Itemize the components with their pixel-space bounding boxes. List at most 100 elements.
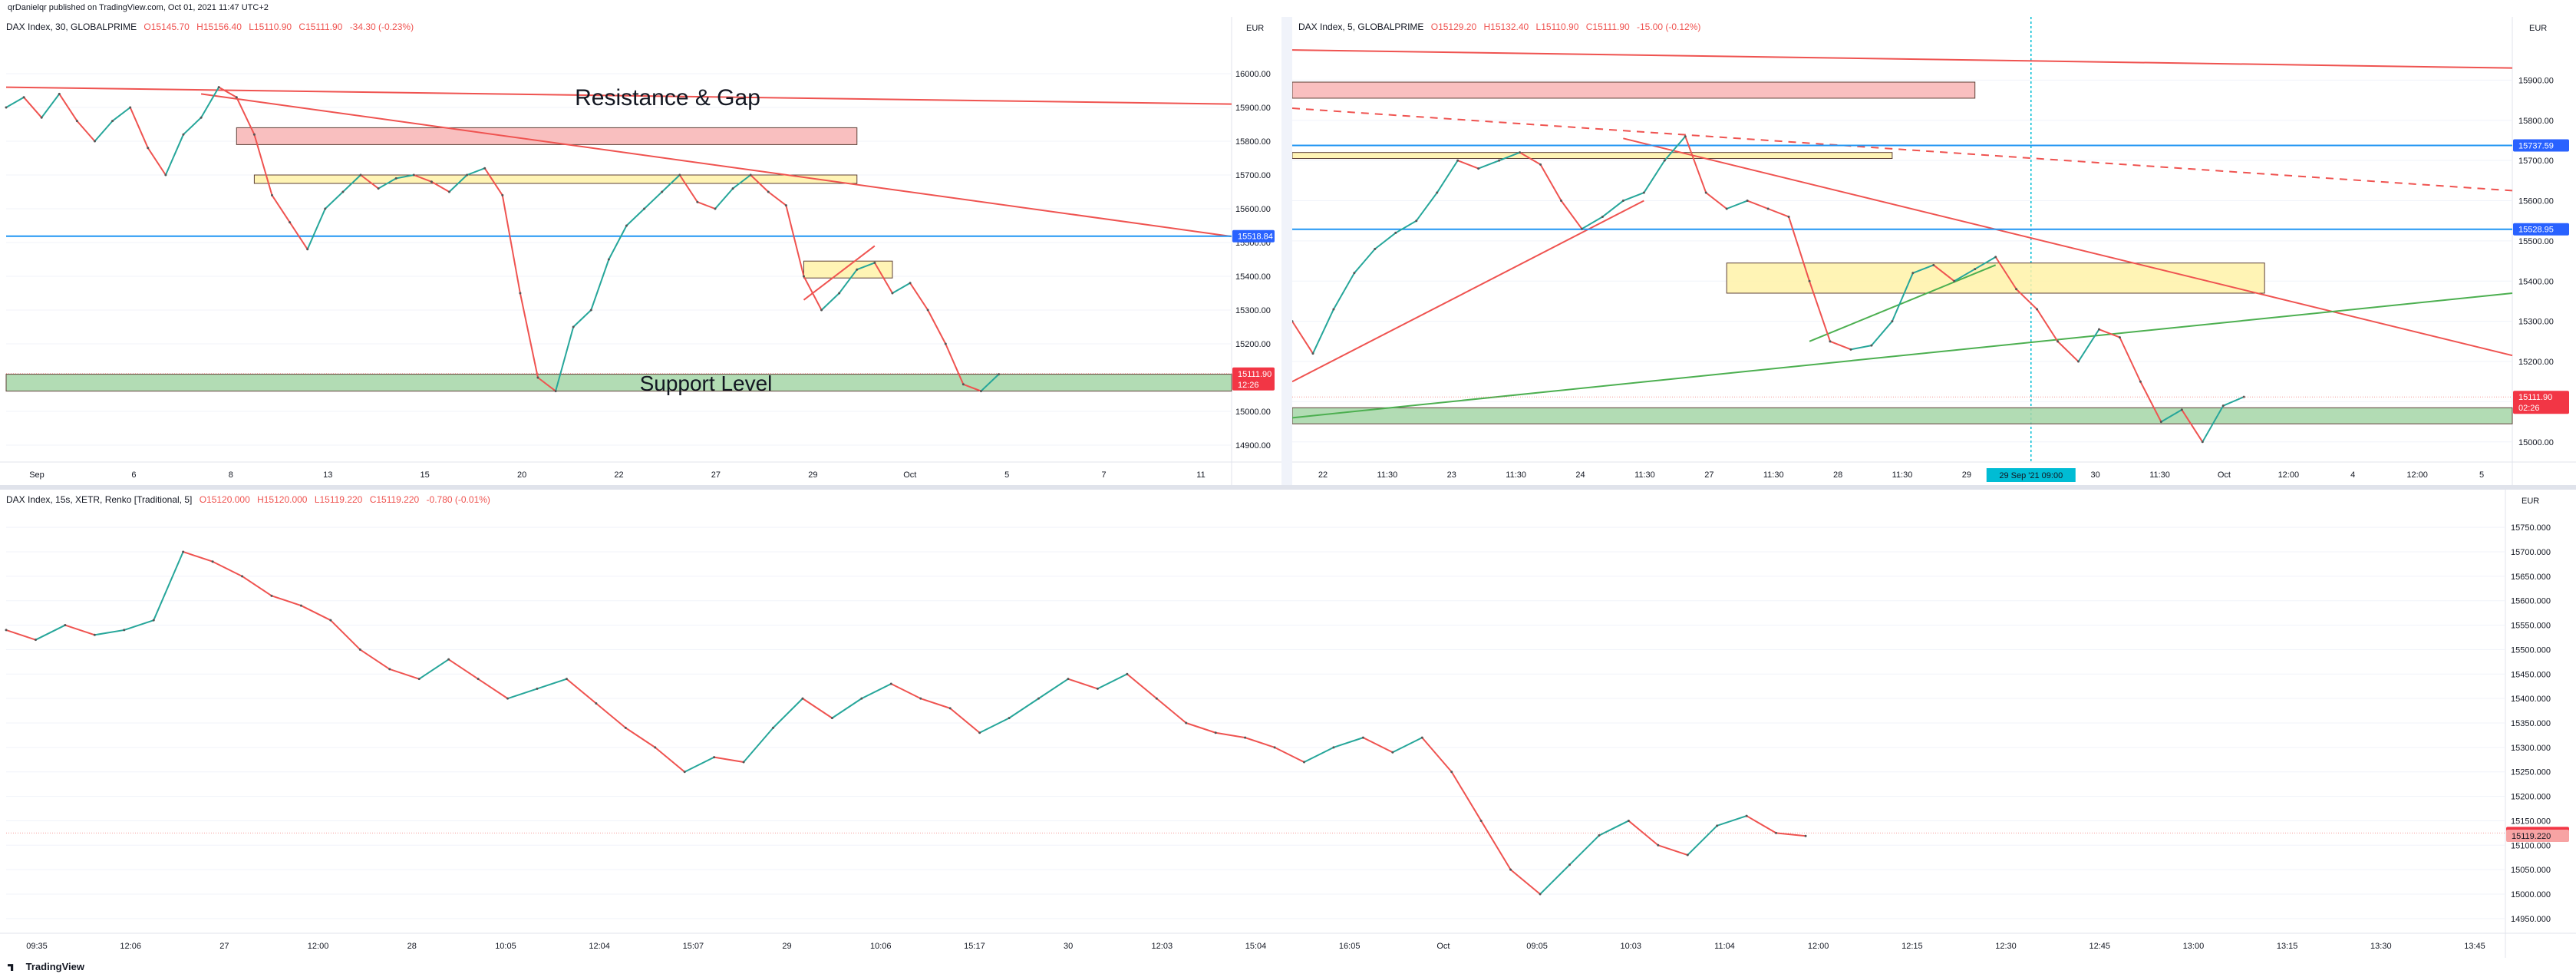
- x-tick-label: 28: [407, 942, 417, 951]
- x-tick-label: Oct: [1436, 942, 1450, 951]
- price-point: [661, 190, 664, 193]
- annotation-label: Support Level: [640, 371, 773, 395]
- price-segment: [289, 222, 308, 250]
- pane-divider-vertical[interactable]: [1281, 17, 1292, 485]
- y-tick-label: 15700.00: [1235, 171, 1271, 180]
- price-point: [388, 668, 391, 671]
- price-point: [2242, 395, 2245, 398]
- chart-pane-top-left[interactable]: DAX Index, 30, GLOBALPRIME O15145.70 H15…: [0, 17, 1281, 485]
- x-tick-label: 13:45: [2464, 942, 2485, 951]
- price-segment: [979, 717, 1010, 734]
- chart-pane-top-right[interactable]: DAX Index, 5, GLOBALPRIME O15129.20 H151…: [1292, 17, 2576, 485]
- x-tick-label: 10:06: [870, 942, 892, 951]
- price-segment: [1312, 309, 1334, 354]
- price-point: [1155, 697, 1158, 700]
- price-segment: [94, 629, 124, 636]
- y-tick-label: 15200.00: [1235, 340, 1271, 349]
- price-segment: [1292, 321, 1314, 355]
- x-tick-label: 09:35: [26, 942, 48, 951]
- price-segment: [1539, 864, 1571, 895]
- zone-support: [1292, 407, 2513, 424]
- price-segment: [1601, 200, 1624, 218]
- symbol-legend: DAX Index, 30, GLOBALPRIME O15145.70 H15…: [6, 21, 414, 32]
- price-segment: [396, 174, 414, 180]
- price-segment: [1598, 820, 1629, 837]
- price-point: [152, 619, 155, 622]
- y-tick-label: 15000.00: [1235, 408, 1271, 417]
- x-tick-label: 13:00: [2183, 942, 2205, 951]
- x-tick-label: 15:17: [964, 942, 985, 951]
- x-tick-label: 12:30: [1995, 942, 2017, 951]
- price-segment: [803, 276, 823, 311]
- price-point: [1598, 834, 1601, 837]
- price-segment: [507, 688, 538, 700]
- price-segment: [359, 649, 391, 670]
- price-point: [111, 120, 114, 123]
- price-segment: [1871, 321, 1893, 346]
- price-point: [731, 187, 734, 190]
- price-segment: [1705, 192, 1727, 210]
- y-tick-label: 15800.00: [2518, 117, 2554, 126]
- price-tag: [1232, 229, 1275, 243]
- y-tick-label: 15250.000: [2511, 768, 2551, 777]
- price-point: [742, 761, 745, 764]
- price-point: [1008, 717, 1011, 720]
- price-segment: [1395, 219, 1417, 234]
- price-point: [696, 200, 699, 203]
- price-point: [944, 342, 947, 345]
- chart-svg-top-left: 16000.00 15900.00 15800.00 15700.00 15600.00…: [0, 17, 1281, 485]
- x-tick-label: 12:06: [120, 942, 141, 951]
- price-point: [1766, 207, 1770, 210]
- y-tick-label: 15400.000: [2511, 695, 2551, 704]
- price-segment: [342, 174, 361, 193]
- x-tick-label: 11:30: [2149, 470, 2170, 480]
- chart-pane-bottom[interactable]: DAX Index, 15s, XETR, Renko [Traditional…: [0, 490, 2576, 958]
- price-point: [1332, 746, 1335, 749]
- price-point: [2057, 340, 2060, 343]
- currency-label: EUR: [1246, 24, 1264, 33]
- price-segment: [1436, 160, 1459, 193]
- price-segment: [253, 134, 273, 196]
- x-tick-label: 5: [1004, 470, 1009, 480]
- price-segment: [1912, 264, 1934, 274]
- x-tick-label: 22: [614, 470, 623, 480]
- price-segment: [467, 167, 486, 176]
- y-tick-label: 15300.00: [2518, 318, 2554, 327]
- price-point: [1391, 751, 1394, 754]
- symbol-label: DAX Index, 5, GLOBALPRIME: [1298, 21, 1424, 32]
- price-point: [270, 594, 273, 597]
- price-point: [889, 682, 892, 685]
- price-segment: [1519, 151, 1542, 166]
- x-tick-label: 22: [1318, 470, 1328, 480]
- zone-consolidation: [803, 260, 893, 279]
- price-point: [1568, 863, 1571, 866]
- x-tick-label: 15: [421, 470, 430, 480]
- price-tag: [2506, 830, 2569, 843]
- price-segment: [35, 624, 66, 641]
- price-point: [1037, 697, 1041, 700]
- pane-divider-horizontal[interactable]: [0, 485, 2576, 490]
- x-tick-label: 09:05: [1526, 942, 1548, 951]
- price-segment: [1097, 673, 1128, 690]
- tradingview-footer[interactable]: TradingView: [8, 961, 84, 972]
- price-segment: [892, 282, 911, 294]
- price-point: [683, 771, 686, 774]
- price-point: [1450, 771, 1453, 774]
- y-tick-label: 15700.00: [2518, 157, 2554, 166]
- ohlc-open: O15120.000: [199, 494, 250, 505]
- x-tick-label: 8: [229, 470, 233, 480]
- y-tick-label: 15600.00: [1235, 205, 1271, 214]
- price-point: [678, 173, 681, 177]
- price-point: [147, 147, 150, 150]
- price-segment: [1954, 268, 1976, 282]
- price-point: [58, 92, 61, 95]
- x-tick-label: 10:03: [1621, 942, 1642, 951]
- ohlc-open: O15145.70: [143, 21, 190, 32]
- price-point: [1126, 672, 1129, 675]
- price-segment: [2202, 405, 2225, 443]
- price-segment: [325, 191, 344, 210]
- price-point: [2180, 408, 2183, 411]
- price-segment: [1726, 200, 1748, 210]
- price-point: [1214, 731, 1217, 734]
- tradingview-logo-icon: [8, 964, 14, 972]
